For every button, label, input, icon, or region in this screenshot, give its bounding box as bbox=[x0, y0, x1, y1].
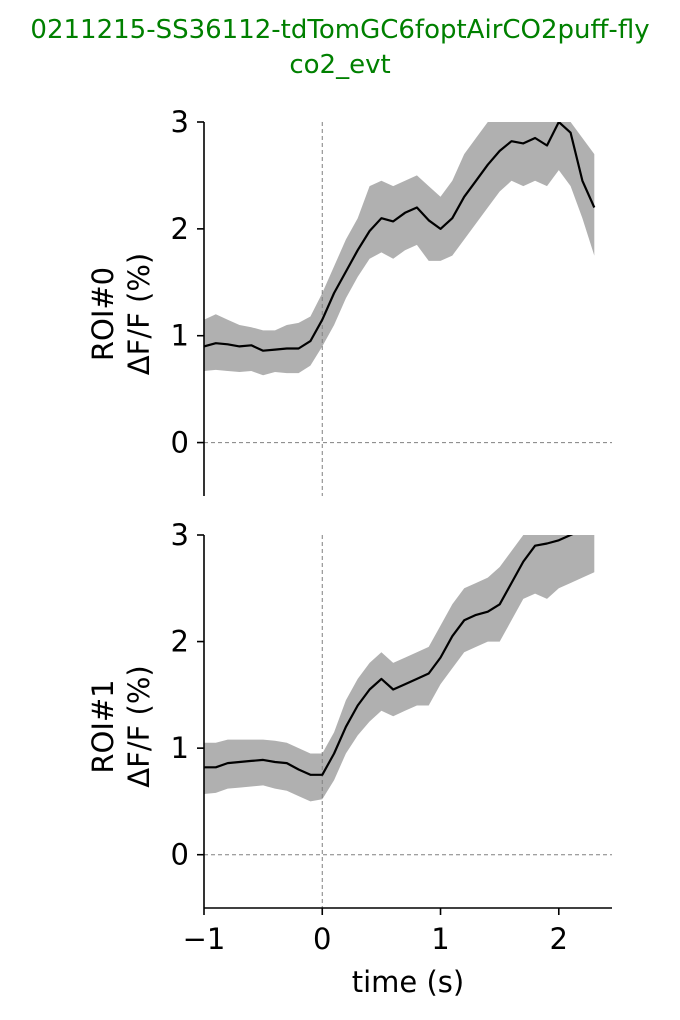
figure-title-line2: co2_evt bbox=[289, 50, 390, 80]
y-tick-label: 3 bbox=[171, 105, 189, 139]
y-axis-label-line2: ΔF/F (%) bbox=[122, 665, 156, 787]
x-axis-label: time (s) bbox=[352, 965, 464, 999]
y-axis-label-line1: ROI#1 bbox=[86, 679, 120, 773]
x-tick-label: 1 bbox=[431, 922, 449, 956]
subplot-roi1: 0 1 2 3 ROI#1 ΔF/F (%) −1 0 1 2 time (s) bbox=[86, 518, 612, 999]
subplot-roi0: 0 1 2 3 ROI#0 ΔF/F (%) bbox=[86, 105, 612, 496]
y-tick-label: 1 bbox=[171, 731, 189, 765]
y-tick-label: 1 bbox=[171, 319, 189, 353]
y-tick-label: 0 bbox=[171, 426, 189, 460]
y-axis-label-line1: ROI#0 bbox=[86, 267, 120, 361]
x-tick-label: 2 bbox=[550, 922, 568, 956]
error-band bbox=[204, 535, 595, 802]
figure-title-line1: 0211215-SS36112-tdTomGC6foptAirCO2puff-f… bbox=[30, 15, 649, 45]
y-tick-label: 3 bbox=[171, 518, 189, 552]
y-tick-label: 2 bbox=[171, 625, 189, 659]
y-tick-label: 2 bbox=[171, 212, 189, 246]
mean-trace bbox=[204, 535, 574, 776]
x-tick-label: −1 bbox=[183, 922, 226, 956]
y-axis-label-line2: ΔF/F (%) bbox=[122, 253, 156, 375]
error-band bbox=[204, 122, 595, 376]
x-tick-label: 0 bbox=[313, 922, 331, 956]
y-tick-label: 0 bbox=[171, 838, 189, 872]
mean-trace bbox=[204, 122, 596, 352]
